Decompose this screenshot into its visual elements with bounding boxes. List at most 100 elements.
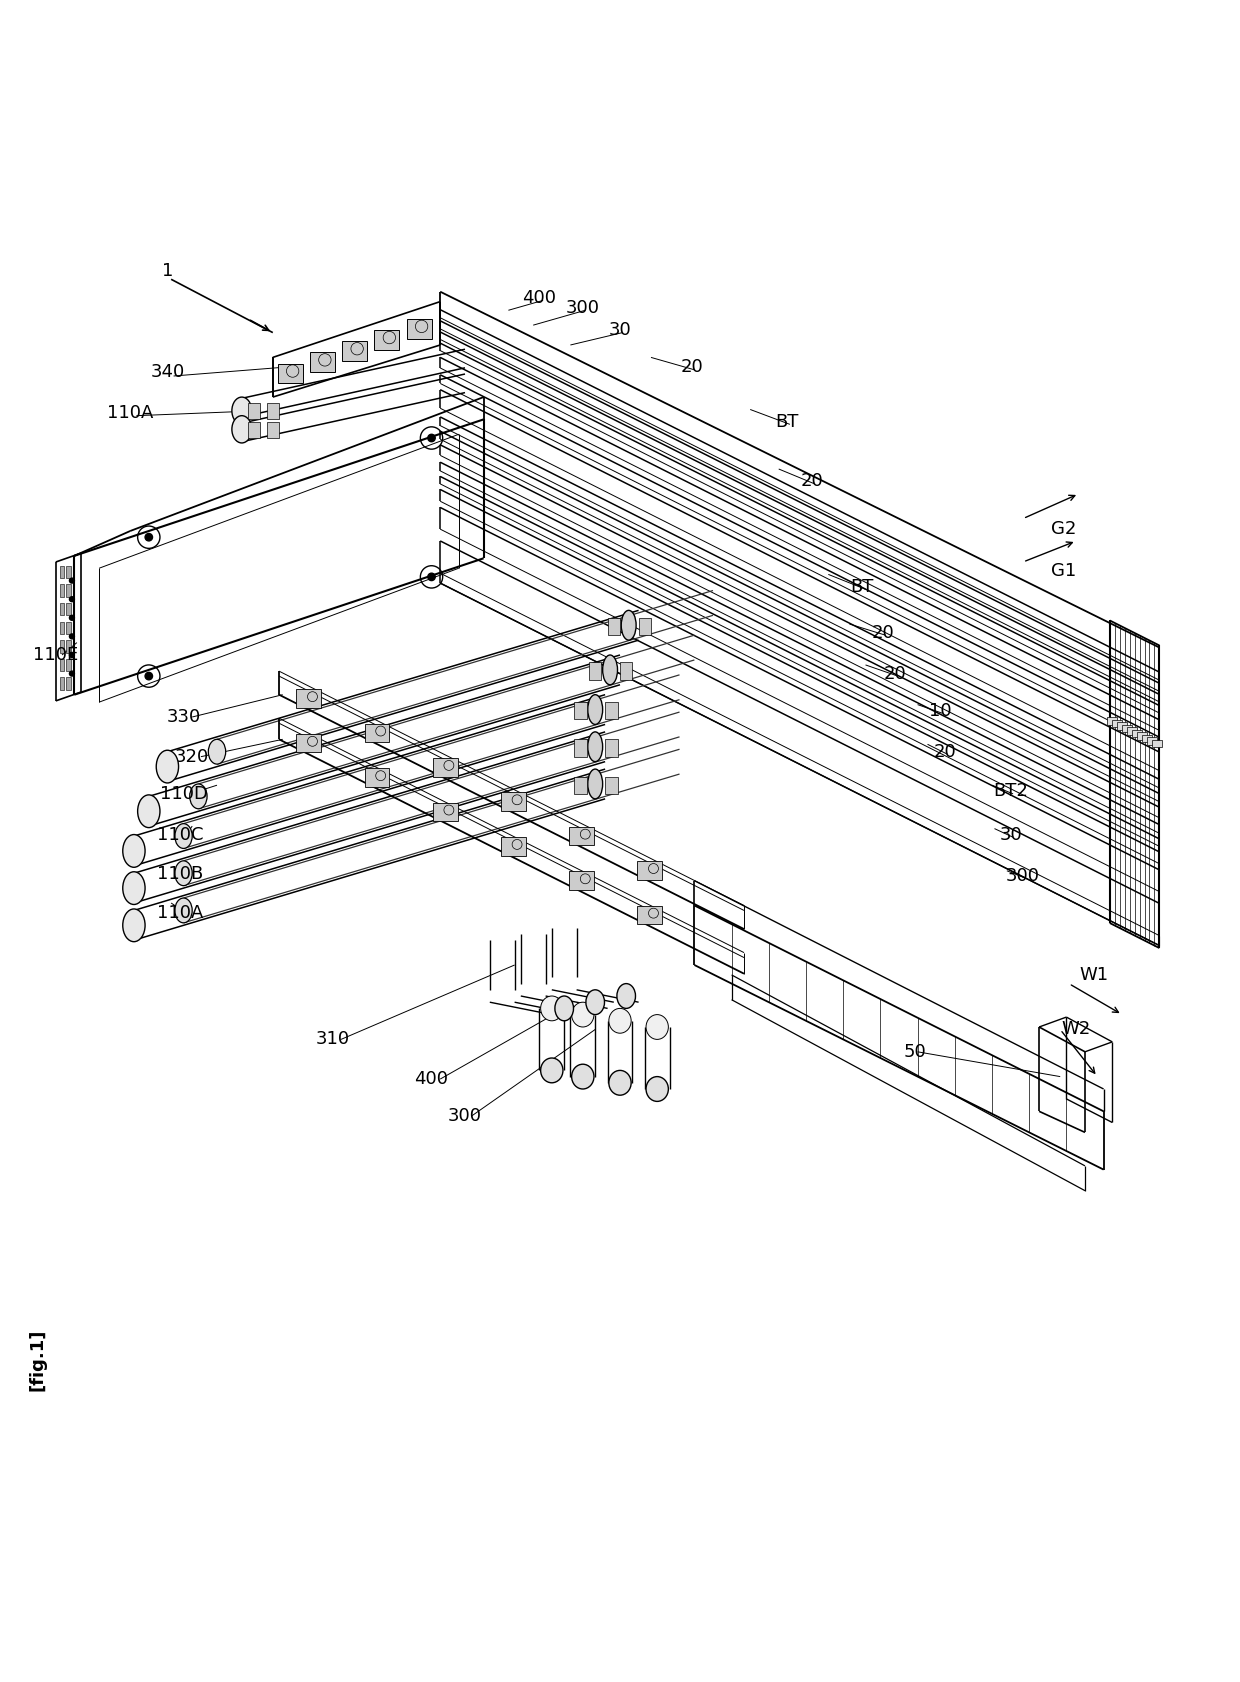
Bar [1107,717,1117,725]
Ellipse shape [588,695,603,725]
FancyBboxPatch shape [365,769,389,787]
Text: 110E: 110E [33,646,78,664]
FancyBboxPatch shape [637,861,662,880]
Ellipse shape [232,415,252,442]
Bar [574,740,587,757]
Ellipse shape [588,732,603,762]
Bar [1132,730,1142,737]
Text: 300: 300 [1006,866,1040,885]
Circle shape [69,616,74,621]
FancyBboxPatch shape [374,330,399,350]
Bar [1127,727,1137,735]
Text: BT: BT [851,579,873,595]
Text: 110C: 110C [156,826,203,844]
Text: 1: 1 [161,262,174,279]
Text: G2: G2 [1052,520,1076,538]
Ellipse shape [123,834,145,868]
Bar [605,777,618,794]
Text: 10: 10 [929,701,951,720]
Ellipse shape [603,654,618,685]
Ellipse shape [621,611,636,641]
Text: 110D: 110D [160,785,207,802]
FancyBboxPatch shape [365,723,389,742]
Bar [60,565,64,579]
Ellipse shape [208,740,226,764]
Bar [60,641,64,653]
Ellipse shape [541,996,563,1021]
Ellipse shape [609,1009,631,1033]
Bar [66,622,71,634]
Ellipse shape [572,1002,594,1028]
Text: [fig.1]: [fig.1] [29,1329,46,1391]
Text: 340: 340 [150,363,185,382]
Text: BT2: BT2 [993,782,1028,801]
Circle shape [69,671,74,676]
Ellipse shape [123,871,145,905]
Ellipse shape [175,861,192,886]
FancyBboxPatch shape [433,802,458,821]
Bar [605,740,618,757]
Bar [1152,740,1162,747]
Circle shape [145,673,153,680]
Text: 20: 20 [801,473,823,491]
Bar [66,584,71,597]
Bar [248,404,260,419]
Ellipse shape [556,996,573,1021]
Bar [248,422,260,437]
Ellipse shape [618,984,635,1009]
Text: BT: BT [776,412,799,431]
Text: 310: 310 [315,1031,350,1048]
Ellipse shape [190,784,207,809]
Bar [60,622,64,634]
Text: 30: 30 [999,826,1022,844]
Text: 20: 20 [934,743,956,760]
Bar [589,663,601,680]
Text: 30: 30 [609,321,631,340]
Ellipse shape [175,898,192,923]
Bar [267,404,279,419]
Circle shape [69,597,74,602]
Ellipse shape [541,1058,563,1083]
FancyBboxPatch shape [569,828,594,846]
Ellipse shape [123,908,145,942]
Text: 110A: 110A [107,404,154,422]
Bar [60,584,64,597]
Bar [1122,725,1132,732]
FancyBboxPatch shape [296,690,321,708]
Ellipse shape [646,1076,668,1102]
FancyBboxPatch shape [569,871,594,890]
Text: 400: 400 [522,289,557,306]
Ellipse shape [585,989,604,1014]
Text: W2: W2 [1061,1021,1091,1038]
Bar [608,617,620,636]
Text: 300: 300 [565,299,600,316]
Text: 300: 300 [448,1107,482,1125]
Bar [60,659,64,671]
Bar [66,565,71,579]
Bar [1147,737,1157,745]
Bar [66,659,71,671]
FancyBboxPatch shape [296,733,321,752]
Bar [620,663,632,680]
FancyBboxPatch shape [433,759,458,777]
Ellipse shape [572,1065,594,1088]
Text: 400: 400 [414,1070,449,1088]
Circle shape [69,653,74,658]
FancyBboxPatch shape [310,353,335,372]
FancyBboxPatch shape [342,341,367,362]
Ellipse shape [175,824,192,848]
FancyBboxPatch shape [501,792,526,811]
FancyBboxPatch shape [637,905,662,925]
Text: 50: 50 [904,1043,926,1061]
Ellipse shape [138,796,160,828]
Text: 20: 20 [681,358,703,377]
FancyBboxPatch shape [278,363,303,383]
Bar [1112,720,1122,727]
Bar [574,701,587,720]
Bar [1137,732,1147,740]
Bar [267,422,279,437]
Circle shape [145,533,153,542]
Text: 110B: 110B [156,866,203,883]
Bar [1117,722,1127,730]
Bar [605,701,618,720]
